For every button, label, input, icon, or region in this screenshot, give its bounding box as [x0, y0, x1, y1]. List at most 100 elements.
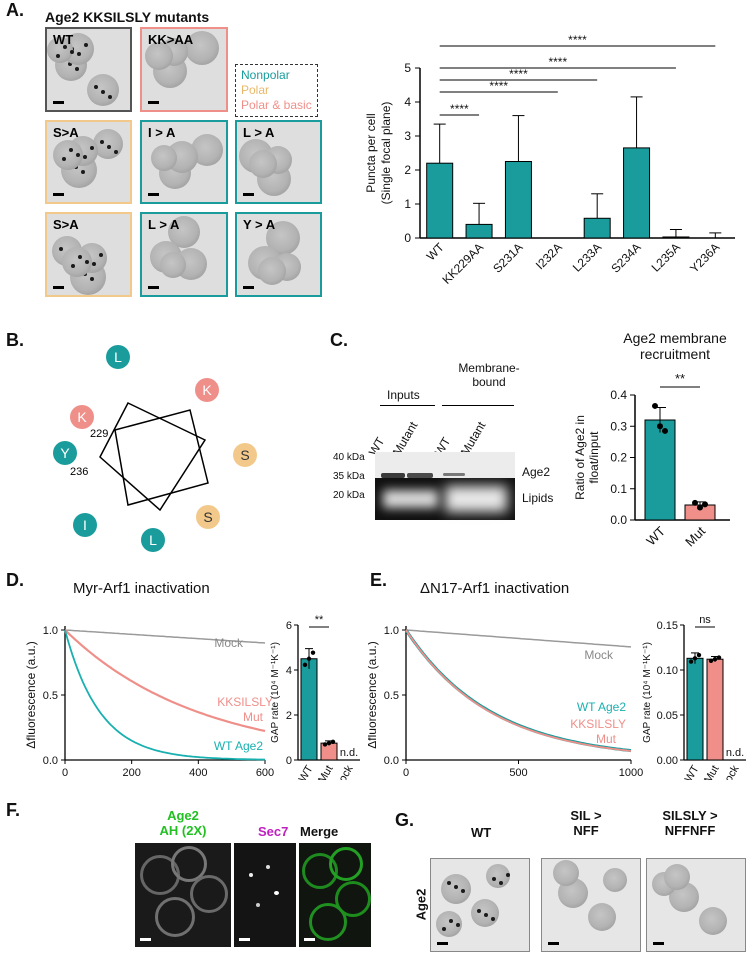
- significance-label: ****: [489, 79, 508, 93]
- puncta: [69, 148, 73, 152]
- group-inputs-line: [380, 405, 435, 406]
- y-axis-label: Puncta per cell: [364, 113, 378, 192]
- col-nff: NFF: [573, 823, 599, 838]
- sec7-punctum: [256, 903, 260, 907]
- puncta: [456, 923, 460, 927]
- tile-label: Y > A: [243, 217, 276, 232]
- tile-label: S>A: [53, 217, 79, 232]
- puncta: [90, 277, 94, 281]
- y-tick-label: 0.4: [610, 388, 627, 402]
- panel-d-title: Myr-Arf1 inactivation: [73, 580, 210, 597]
- tile-label: KK>AA: [148, 32, 194, 47]
- yeast-cell: [588, 903, 616, 931]
- puncta: [56, 54, 60, 58]
- bar: [504, 161, 532, 239]
- chart-title-line1: Age2 membrane: [623, 330, 727, 346]
- y-tick-label: 0: [404, 231, 411, 245]
- x-tick-label: L235A: [649, 240, 683, 274]
- kksilsly-mut-curve: [64, 629, 266, 733]
- puncta: [114, 150, 118, 154]
- yeast-cell: [93, 129, 123, 159]
- tile-label: WT: [53, 32, 74, 47]
- blot-band-wt: [381, 473, 405, 478]
- data-point: [657, 423, 663, 430]
- y-tick-label: 0.3: [610, 419, 627, 433]
- y-tick-label: 0.1: [610, 482, 627, 496]
- scale-bar: [304, 938, 315, 941]
- puncta: [90, 146, 94, 150]
- puncta: [107, 145, 111, 149]
- mock-curve: [405, 629, 632, 648]
- scale-bar: [548, 942, 559, 945]
- cell-outline: [329, 847, 363, 881]
- group-inputs: Inputs: [387, 388, 420, 402]
- micrograph-tile: Y > A: [235, 212, 322, 297]
- lipid-band-bound: [445, 486, 507, 512]
- x-tick-label: WT: [424, 240, 448, 264]
- y-tick-label: 0.0: [610, 513, 627, 527]
- cell-outline: [155, 897, 195, 937]
- puncta: [68, 62, 72, 66]
- x-tick-label: 0: [403, 767, 409, 779]
- panel-a-bar-chart: 0 1 2 3 4 5 Puncta per cell (Single focal plane…: [364, 33, 735, 287]
- data-point: [708, 658, 714, 664]
- residue-letter: S: [203, 509, 212, 525]
- row-age2: Age2: [413, 888, 429, 921]
- wheel-square-2: [99, 402, 207, 512]
- legend-polar: Polar: [241, 83, 270, 97]
- x-tick-label: 1000: [619, 767, 643, 779]
- residue-circle: [196, 505, 220, 529]
- scale-bar: [53, 286, 64, 289]
- x-tick-label: WT: [683, 763, 702, 780]
- data-point: [330, 739, 336, 744]
- panel-e-line-chart: 0.00.51.005001000Time (s)Δfluorescence (…: [368, 625, 643, 779]
- puncta: [78, 255, 82, 259]
- puncta: [108, 95, 112, 99]
- curve-label: Mock: [214, 636, 244, 650]
- yeast-cell: [249, 150, 277, 178]
- panel-f-label: F.: [6, 800, 21, 820]
- x-tick-label: 400: [189, 767, 207, 779]
- panel-c-chart-title: Age2 membrane recruitment: [600, 330, 750, 362]
- puncta: [492, 877, 496, 881]
- y-tick-label: 0.10: [657, 665, 678, 677]
- yeast-cell: [185, 31, 219, 65]
- bar: [662, 236, 690, 239]
- yeast-cell: [553, 860, 579, 886]
- puncta: [461, 889, 465, 893]
- y-axis-label: GAP rate (10⁴ M⁻¹K⁻¹): [270, 642, 281, 743]
- col-sil-nff: SIL > NFF: [556, 808, 616, 838]
- bar: [583, 217, 611, 239]
- panel-a-label: A.: [6, 0, 24, 20]
- micrograph-tile: S>A: [45, 212, 132, 297]
- scale-bar: [148, 101, 159, 104]
- yeast-cell: [47, 37, 74, 63]
- bar: [465, 223, 493, 239]
- bar: [686, 657, 704, 761]
- cell-outline: [309, 903, 347, 941]
- puncta: [76, 153, 80, 157]
- nd-label: n.d.: [726, 747, 744, 759]
- residue-circle: [195, 378, 219, 402]
- micrograph-age2: [135, 843, 231, 947]
- col-silsly: SILSLY >: [662, 808, 718, 823]
- puncta: [449, 919, 453, 923]
- x-tick-label: 0: [62, 767, 68, 779]
- channel-sec7: Sec7: [258, 824, 289, 839]
- curve-label: Mut: [596, 732, 617, 746]
- legend-polar-basic: Polar & basic: [241, 98, 312, 112]
- nd-label: n.d.: [340, 747, 358, 759]
- blot-label-age2: Age2: [522, 465, 551, 479]
- bar: [623, 147, 651, 239]
- data-point: [696, 652, 702, 658]
- y-tick-label: 1.0: [43, 625, 58, 637]
- x-tick-label: Mut: [316, 764, 336, 781]
- puncta: [92, 262, 96, 266]
- cell-outline: [171, 846, 207, 882]
- y-tick-label: 0.5: [43, 690, 58, 702]
- mw-35: 35 kDa: [333, 471, 365, 482]
- lipid-band-inputs: [383, 490, 438, 508]
- wt-age2-curve: [64, 629, 266, 761]
- y-tick-label: 4: [404, 95, 411, 109]
- panel-d-line-chart: 0.00.51.00200400600Time (s)Δfluorescence…: [24, 625, 274, 779]
